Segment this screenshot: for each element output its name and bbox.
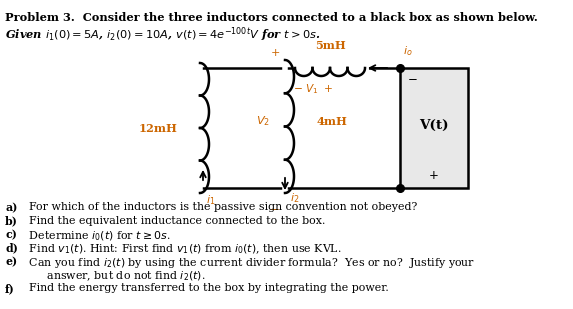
Text: b): b) (5, 215, 18, 226)
Polygon shape (400, 68, 468, 188)
Text: −: − (408, 73, 418, 86)
Text: Find $v_1(t)$. Hint: First find $v_1(t)$ from $i_0(t)$, then use KVL.: Find $v_1(t)$. Hint: First find $v_1(t)$… (22, 243, 342, 256)
Text: $i_o$: $i_o$ (403, 44, 413, 58)
Text: answer, but do not find $i_2(t)$.: answer, but do not find $i_2(t)$. (22, 269, 206, 283)
Text: d): d) (5, 243, 18, 253)
Text: Find the energy transferred to the box by integrating the power.: Find the energy transferred to the box b… (22, 283, 388, 293)
Text: $V_2$: $V_2$ (256, 115, 270, 129)
Text: $-\ V_1\ +$: $-\ V_1\ +$ (293, 82, 333, 96)
Text: c): c) (5, 229, 17, 240)
Text: $i_1$: $i_1$ (206, 193, 215, 207)
Text: $i_2$: $i_2$ (290, 191, 300, 205)
Text: Given $i_1(0) = 5A$, $i_2(0) = 10A$, $v(t) = 4e^{-100t}V$ for $t > 0s$.: Given $i_1(0) = 5A$, $i_2(0) = 10A$, $v(… (5, 25, 320, 44)
Text: +: + (429, 169, 439, 182)
Text: Find the equivalent inductance connected to the box.: Find the equivalent inductance connected… (22, 215, 325, 226)
Text: f): f) (5, 283, 15, 294)
Text: Problem 3.  Consider the three inductors connected to a black box as shown below: Problem 3. Consider the three inductors … (5, 12, 537, 23)
Text: +: + (270, 48, 280, 58)
Text: e): e) (5, 256, 17, 267)
Text: V(t): V(t) (419, 118, 449, 132)
Text: −: − (270, 203, 280, 216)
Text: a): a) (5, 202, 17, 213)
Text: For which of the inductors is the passive sign convention not obeyed?: For which of the inductors is the passiv… (22, 202, 417, 212)
Text: Can you find $i_2(t)$ by using the current divider formula?  Yes or no?  Justify: Can you find $i_2(t)$ by using the curre… (22, 256, 475, 270)
Text: Determine $i_0(t)$ for $t \geq 0s$.: Determine $i_0(t)$ for $t \geq 0s$. (22, 229, 171, 243)
Text: 4mH: 4mH (317, 116, 348, 127)
Text: 12mH: 12mH (139, 122, 178, 133)
Text: 5mH: 5mH (315, 40, 346, 51)
